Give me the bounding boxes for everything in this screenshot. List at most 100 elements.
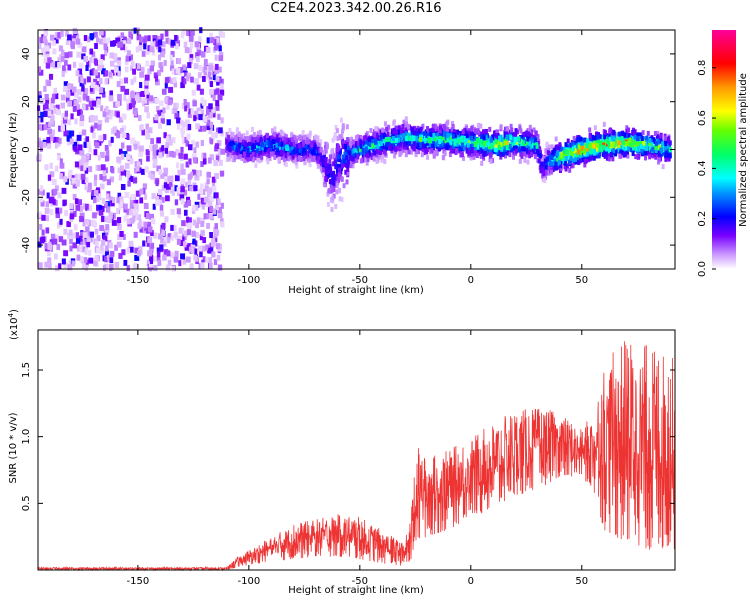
spectrogram-cell xyxy=(173,102,177,109)
spectrogram-cell xyxy=(303,160,307,166)
spectrogram-cell xyxy=(127,180,131,187)
spectrogram-cell xyxy=(120,169,126,176)
spectrogram-cell xyxy=(158,100,164,107)
spectrogram-cell xyxy=(193,254,198,261)
spectrogram-cell xyxy=(63,85,68,92)
spectrogram-cell xyxy=(190,29,195,36)
spectrogram-cell xyxy=(489,158,493,164)
spectrogram-cell xyxy=(213,259,218,266)
spectrogram-cell xyxy=(251,157,255,163)
spectrogram-cell xyxy=(177,169,181,176)
spectrogram-cell xyxy=(72,61,77,68)
spectrogram-cell xyxy=(312,145,316,151)
spectrogram-cell xyxy=(181,138,185,145)
spectrogram-cell xyxy=(640,138,644,144)
spectrogram-cell xyxy=(190,76,194,83)
spectrogram-cell xyxy=(403,147,407,153)
spectrogram-cell xyxy=(462,145,466,151)
spectrogram-cell xyxy=(166,237,171,244)
spectrogram-cell xyxy=(471,143,475,149)
spectrogram-cell xyxy=(109,176,115,183)
spectrogram-cell xyxy=(524,152,528,158)
spectrogram-cell xyxy=(632,137,636,143)
spectrogram-cell xyxy=(567,160,571,166)
spectrogram-cell xyxy=(514,131,518,137)
spectrogram-cell xyxy=(383,121,387,127)
spectrogram-cell xyxy=(187,173,193,180)
spectrogram-cell xyxy=(195,56,200,63)
spectrogram-cell xyxy=(591,138,595,144)
spectrogram-cell xyxy=(345,150,349,156)
spectrogram-cell xyxy=(434,136,438,142)
spectrogram-cell xyxy=(239,134,243,140)
spectrogram-cell xyxy=(38,140,43,147)
spectrogram-cell xyxy=(38,189,43,196)
spectrogram-cell xyxy=(283,138,287,144)
spectrogram-cell xyxy=(205,65,211,72)
spectrogram-cell xyxy=(85,203,89,210)
spectrogram-cell xyxy=(351,156,355,162)
spectrogram-cell xyxy=(117,167,123,174)
spectrogram-cell xyxy=(126,218,131,225)
spectrogram-cell xyxy=(144,88,150,95)
spectrogram-cell xyxy=(587,140,591,146)
x-tick-label: 50 xyxy=(575,576,588,587)
spectrogram-cell xyxy=(275,134,279,140)
spectrogram-cell xyxy=(480,147,484,153)
spectrogram-cell xyxy=(645,135,649,141)
spectrogram-cell xyxy=(654,148,658,154)
spectrogram-cell xyxy=(73,210,77,217)
snr-frame xyxy=(37,329,676,571)
spectrogram-cell xyxy=(79,149,85,156)
spectrogram-cell xyxy=(388,144,392,150)
spectrogram-cell xyxy=(393,153,397,159)
spectrogram-cell xyxy=(280,141,284,147)
spectrogram-cell xyxy=(93,69,98,76)
spectrogram-cell xyxy=(380,157,384,163)
spectrogram-cell xyxy=(121,113,127,120)
spectrogram-cell xyxy=(209,232,213,239)
spectrogram-cell xyxy=(231,155,235,161)
spectrogram-cell xyxy=(163,167,169,174)
spectrogram-cell xyxy=(66,221,71,228)
spectrogram-cell xyxy=(133,199,139,206)
spectrogram-cell xyxy=(103,43,108,50)
spectrogram-cell xyxy=(537,158,541,164)
spectrogram-cell xyxy=(83,56,89,63)
spectrogram-cell xyxy=(233,154,237,160)
spectrogram-cell xyxy=(476,147,480,153)
spectrogram-cell xyxy=(47,57,52,64)
spectrogram-cell xyxy=(42,35,47,42)
spectrogram-cell xyxy=(63,228,68,235)
spectrogram-cell xyxy=(119,78,124,85)
spectrogram-cell xyxy=(48,263,52,270)
spectrogram-cell xyxy=(558,151,562,157)
spectrogram-cell xyxy=(267,152,271,158)
spectrogram-cell xyxy=(301,130,305,136)
spectrogram-cell xyxy=(298,134,302,140)
spectrogram-cell xyxy=(417,137,421,143)
spectrogram-cell xyxy=(660,144,664,150)
spectrogram-cell xyxy=(129,202,135,209)
spectrogram-cell xyxy=(185,256,191,263)
spectrogram-cell xyxy=(144,166,149,173)
spectrogram-cell xyxy=(78,62,84,69)
spectrogram-cell xyxy=(366,137,370,143)
spectrogram-cell xyxy=(74,118,78,125)
spectrogram-cell xyxy=(89,33,95,40)
spectrogram-cell xyxy=(184,220,190,227)
spectrogram-cell xyxy=(174,34,178,41)
spectrogram-cell xyxy=(59,207,63,214)
spectrogram-cell xyxy=(171,137,176,144)
spectrogram-cell xyxy=(386,131,390,137)
spectrogram-cell xyxy=(539,168,543,174)
spectrogram-cell xyxy=(355,157,359,163)
spectrogram-cell xyxy=(405,136,409,142)
spectrogram-cell xyxy=(657,150,661,156)
spectrogram-cell xyxy=(189,42,194,49)
spectrogram-cell xyxy=(126,265,130,272)
spectrogram-cell xyxy=(69,213,75,220)
spectrogram-cell xyxy=(61,187,67,194)
spectrogram-cell xyxy=(503,126,507,132)
spectrogram-cell xyxy=(343,158,347,164)
